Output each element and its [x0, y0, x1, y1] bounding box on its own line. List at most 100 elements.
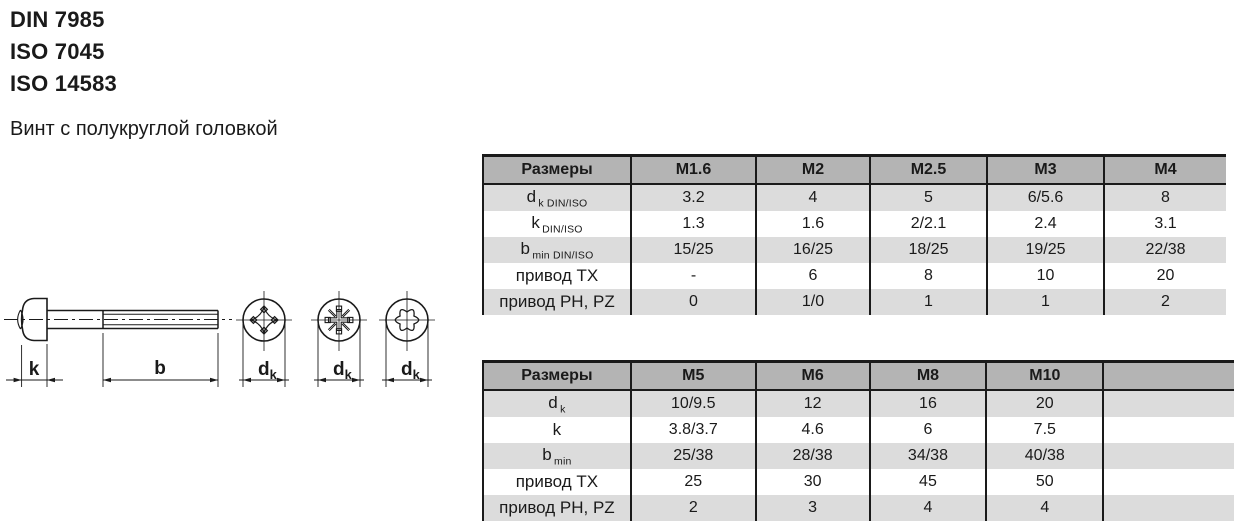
data-cell: 3.1	[1104, 211, 1226, 237]
table-row: привод PH, PZ 2 3 4 4	[483, 495, 1234, 521]
row-label: привод TX	[483, 263, 632, 289]
data-cell	[1103, 417, 1234, 443]
screw-technical-drawing: k b dk	[4, 291, 435, 387]
data-cell: 2	[630, 495, 757, 521]
table-row: b min 25/38 28/38 34/38 40/38	[483, 443, 1234, 469]
table-row: k DIN/ISO 1.3 1.6 2/2.1 2.4 3.1	[483, 211, 1226, 237]
screw-shank	[47, 309, 219, 330]
header-row: Размеры M1.6 M2 M2.5 M3 M4	[483, 155, 1226, 185]
data-cell: 1	[870, 289, 988, 315]
table-row: k 3.8/3.7 4.6 6 7.5	[483, 417, 1234, 443]
row-label: k DIN/ISO	[483, 211, 632, 237]
data-cell: 1.6	[756, 211, 871, 237]
data-cell: 22/38	[1104, 237, 1226, 263]
data-cell	[1103, 443, 1234, 469]
row-label: b min	[483, 443, 632, 469]
dimension-dk-label-3: dk	[401, 359, 421, 382]
data-cell: 50	[986, 469, 1105, 495]
data-cell	[1103, 495, 1234, 521]
data-cell: 1.3	[631, 211, 757, 237]
row-label: d k	[483, 390, 632, 417]
dimensions-table-large-sizes: Размеры M5 M6 M8 M10 d k 10/9.5 12 16 20 k 3.8/3.7 4…	[482, 360, 1234, 521]
dimensions-table-small-sizes: Размеры M1.6 M2 M2.5 M3 M4 d k DIN/ISO 3.2 4 5 6/5…	[482, 154, 1226, 315]
dimension-b	[102, 333, 219, 387]
data-cell: 3	[755, 495, 871, 521]
column-header-size: M6	[755, 361, 871, 391]
row-label: привод PH, PZ	[483, 289, 632, 315]
column-header-size: M3	[987, 155, 1105, 185]
dimension-dk-torx	[382, 324, 432, 387]
data-cell: 16	[869, 390, 988, 417]
dimension-dk-label-1: dk	[258, 359, 278, 382]
data-cell	[1103, 469, 1234, 495]
phillips-recess-icon	[249, 305, 279, 335]
data-cell: 2	[1104, 289, 1226, 315]
header-row: Размеры M5 M6 M8 M10	[483, 361, 1234, 391]
data-cell: 16/25	[756, 237, 871, 263]
data-cell: -	[631, 263, 757, 289]
data-cell: 4	[869, 495, 988, 521]
column-header-size: M1.6	[631, 155, 757, 185]
column-header-size: M2	[756, 155, 871, 185]
data-cell: 34/38	[869, 443, 988, 469]
data-cell: 18/25	[870, 237, 988, 263]
data-cell: 45	[869, 469, 988, 495]
data-cell	[1103, 390, 1234, 417]
data-cell: 3.2	[631, 184, 757, 211]
table-row: привод TX 25 30 45 50	[483, 469, 1234, 495]
torx-head-view	[379, 291, 435, 387]
dimension-dk-phillips	[239, 324, 289, 387]
row-label: b min DIN/ISO	[483, 237, 632, 263]
table-row: d k 10/9.5 12 16 20	[483, 390, 1234, 417]
data-cell: 2.4	[987, 211, 1105, 237]
data-cell: 2/2.1	[870, 211, 988, 237]
standard-iso-1: ISO 7045	[10, 39, 105, 64]
dimension-dk-pozidriv	[314, 324, 364, 387]
column-header-size: M2.5	[870, 155, 988, 185]
column-header-size: M4	[1104, 155, 1226, 185]
data-cell: 8	[1104, 184, 1226, 211]
thread-lines	[103, 313, 218, 326]
data-cell: 10	[987, 263, 1105, 289]
data-cell: 7.5	[986, 417, 1105, 443]
data-cell: 8	[870, 263, 988, 289]
column-header-size: M5	[630, 361, 757, 391]
data-cell: 1	[987, 289, 1105, 315]
row-label: привод PH, PZ	[483, 495, 632, 521]
data-cell: 20	[1104, 263, 1226, 289]
row-label: k	[483, 417, 632, 443]
data-cell: 6	[869, 417, 988, 443]
table-row: d k DIN/ISO 3.2 4 5 6/5.6 8	[483, 184, 1226, 211]
torx-recess-icon	[394, 308, 420, 332]
crosshair-centerlines	[379, 291, 435, 351]
table-row: привод PH, PZ 0 1/0 1 1 2	[483, 289, 1226, 315]
data-cell: 25	[630, 469, 757, 495]
column-header-size: M10	[986, 361, 1105, 391]
crosshair-centerlines	[311, 291, 367, 351]
data-cell: 25/38	[630, 443, 757, 469]
data-cell: 4.6	[755, 417, 871, 443]
pozidriv-head-view	[311, 291, 367, 387]
dimension-b-label: b	[154, 358, 166, 379]
dimension-dk-label-2: dk	[333, 359, 353, 382]
data-cell: 6/5.6	[987, 184, 1105, 211]
screw-side-view	[4, 297, 232, 387]
dimension-k	[6, 344, 63, 387]
crosshair-centerlines	[236, 291, 292, 351]
data-cell: 4	[756, 184, 871, 211]
data-cell: 12	[755, 390, 871, 417]
data-cell: 4	[986, 495, 1105, 521]
data-cell: 40/38	[986, 443, 1105, 469]
data-cell: 3.8/3.7	[630, 417, 757, 443]
standards-block: DIN 7985 ISO 7045 ISO 14583	[10, 4, 117, 100]
data-cell: 6	[756, 263, 871, 289]
pozidriv-recess-icon	[324, 305, 354, 335]
data-cell: 19/25	[987, 237, 1105, 263]
dimension-k-label: k	[29, 359, 40, 380]
data-cell: 5	[870, 184, 988, 211]
table-row: b min DIN/ISO 15/25 16/25 18/25 19/25 22/38	[483, 237, 1226, 263]
column-header-size: M8	[869, 361, 988, 391]
standard-din: DIN 7985	[10, 7, 105, 32]
data-cell: 15/25	[631, 237, 757, 263]
row-label: d k DIN/ISO	[483, 184, 632, 211]
